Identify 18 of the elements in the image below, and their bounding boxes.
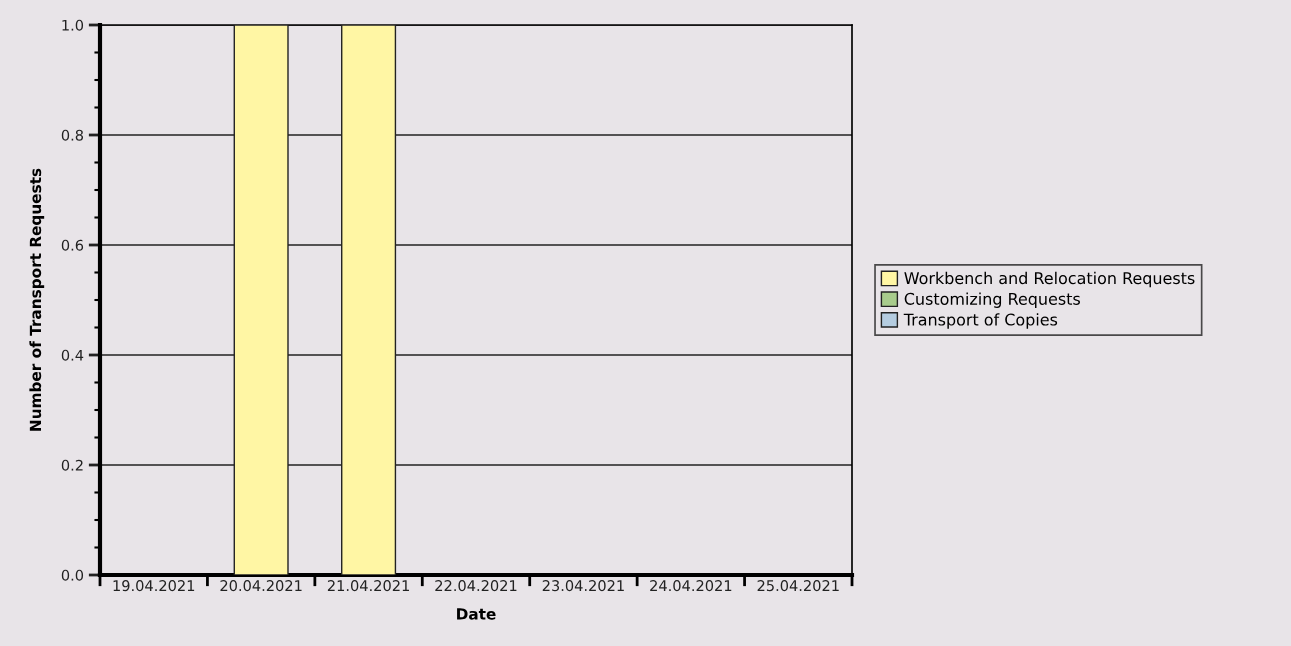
y-tick-label: 0.4 (61, 349, 84, 361)
legend-label: Customizing Requests (904, 292, 1080, 308)
y-tick-label: 0.0 (61, 569, 84, 581)
x-tick-label: 20.04.2021 (220, 580, 302, 592)
legend-label: Workbench and Relocation Requests (904, 271, 1195, 288)
y-tick-label: 0.8 (61, 129, 84, 141)
x-tick-label: 23.04.2021 (542, 580, 624, 592)
x-tick-label: 25.04.2021 (757, 580, 839, 592)
y-axis-title: Number of Transport Requests (29, 168, 45, 431)
legend-label: Transport of Copies (903, 313, 1058, 329)
x-tick-label: 19.04.2021 (113, 580, 195, 592)
y-tick-label: 0.6 (61, 239, 84, 251)
x-tick-label: 24.04.2021 (650, 580, 732, 592)
x-tick-label: 22.04.2021 (435, 580, 517, 592)
y-tick-label: 0.2 (61, 459, 83, 471)
y-tick-label: 1.0 (62, 19, 84, 31)
x-axis-title: Date (457, 608, 496, 620)
x-tick-label: 21.04.2021 (327, 580, 409, 592)
